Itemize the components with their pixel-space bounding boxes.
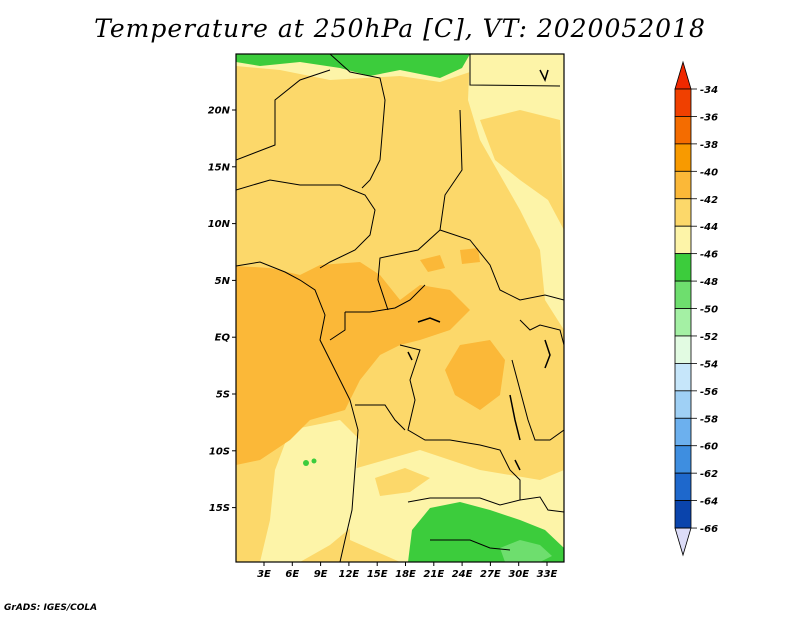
country-borders <box>236 54 564 562</box>
colorbar-label: -54 <box>700 359 718 370</box>
field-light-southwest <box>260 420 360 562</box>
colorbar-label: -44 <box>700 222 718 233</box>
colorbar-label: -42 <box>700 195 718 206</box>
field-cold-dot-1 <box>303 460 309 466</box>
colorbar-label: -56 <box>700 387 718 398</box>
colorbar-swatch <box>674 362 692 392</box>
colorbar-label: -66 <box>700 524 718 535</box>
colorbar-label: -62 <box>700 469 718 480</box>
colorbar-label: -50 <box>700 305 718 316</box>
lat-label: 20N <box>208 106 231 117</box>
colorbar-swatch <box>674 170 692 200</box>
colorbar-label: -38 <box>700 140 718 151</box>
lon-label: 30E <box>508 569 529 580</box>
colorbar-swatch <box>674 225 692 255</box>
lon-label: 18E <box>395 569 416 580</box>
colorbar-swatch <box>674 116 692 145</box>
colorbar-label: -36 <box>700 112 718 123</box>
colorbar-swatch <box>674 445 692 474</box>
lat-label: EQ <box>215 333 231 344</box>
colorbar-swatch <box>674 335 692 364</box>
colorbar-swatch <box>674 390 692 419</box>
lat-label: 5S <box>216 390 230 401</box>
colorbar-label: -64 <box>700 497 718 508</box>
colorbar-swatch <box>674 143 692 172</box>
colorbar-bottom-arrow <box>674 527 692 557</box>
lat-label: 15S <box>209 503 230 514</box>
lat-label: 5N <box>215 276 231 287</box>
lon-label: 15E <box>367 569 388 580</box>
colorbar-swatch <box>674 500 692 529</box>
lon-label: 33E <box>537 569 558 580</box>
colorbar-swatch <box>674 280 692 309</box>
field-mid-south-patch <box>375 468 430 496</box>
colorbar-swatch <box>674 308 692 337</box>
field-cold-dot-2 <box>311 458 317 464</box>
lon-label: 21E <box>423 569 444 580</box>
colorbar-swatch <box>674 88 692 117</box>
colorbar-swatch <box>674 198 692 227</box>
lat-label: 15N <box>208 162 231 173</box>
colorbar-label: -34 <box>700 85 718 96</box>
field-warm-patch-2 <box>460 248 480 264</box>
field-mid-east <box>480 110 564 230</box>
temperature-field <box>236 54 564 562</box>
colorbar-label: -58 <box>700 414 718 425</box>
lon-label: 6E <box>285 569 299 580</box>
field-warm-center <box>445 340 505 410</box>
lat-label: 10S <box>209 446 230 457</box>
field-warm-patch-1 <box>420 255 445 272</box>
lon-label: 24E <box>452 569 473 580</box>
lon-label: 27E <box>480 569 501 580</box>
colorbar-swatch <box>674 472 692 502</box>
lon-label: 12E <box>339 569 360 580</box>
lon-label: 3E <box>257 569 271 580</box>
colorbar-label: -46 <box>700 250 718 261</box>
colorbar-label: -40 <box>700 167 718 178</box>
latitude-axis: 20N 15N 10N 5N EQ 5S 10S 15S <box>208 106 236 514</box>
lake-outlines <box>407 69 551 471</box>
lon-label: 9E <box>314 569 328 580</box>
colorbar-label: -48 <box>700 277 718 288</box>
grads-credit: GrADS: IGES/COLA <box>4 603 98 613</box>
field-cold-north <box>236 54 470 78</box>
lat-label: 10N <box>208 219 231 230</box>
map-frame <box>235 53 565 563</box>
longitude-axis: 3E 6E 9E 12E 15E 18E 21E 24E 27E 30E 33E <box>257 562 558 580</box>
colorbar-label: -52 <box>700 332 718 343</box>
colorbar-swatch <box>674 253 692 282</box>
colorbar: -34 -36 -38 -40 -42 -44 -46 -48 -50 -52 -54 -56 -58 -… <box>674 60 718 557</box>
field-colder-south <box>500 540 552 562</box>
colorbar-swatch <box>674 417 692 447</box>
colorbar-top-arrow <box>674 60 692 90</box>
map-title: Temperature at 250hPa [C], VT: 202005201… <box>94 14 706 43</box>
field-warm-west <box>236 262 470 465</box>
colorbar-label: -60 <box>700 442 718 453</box>
